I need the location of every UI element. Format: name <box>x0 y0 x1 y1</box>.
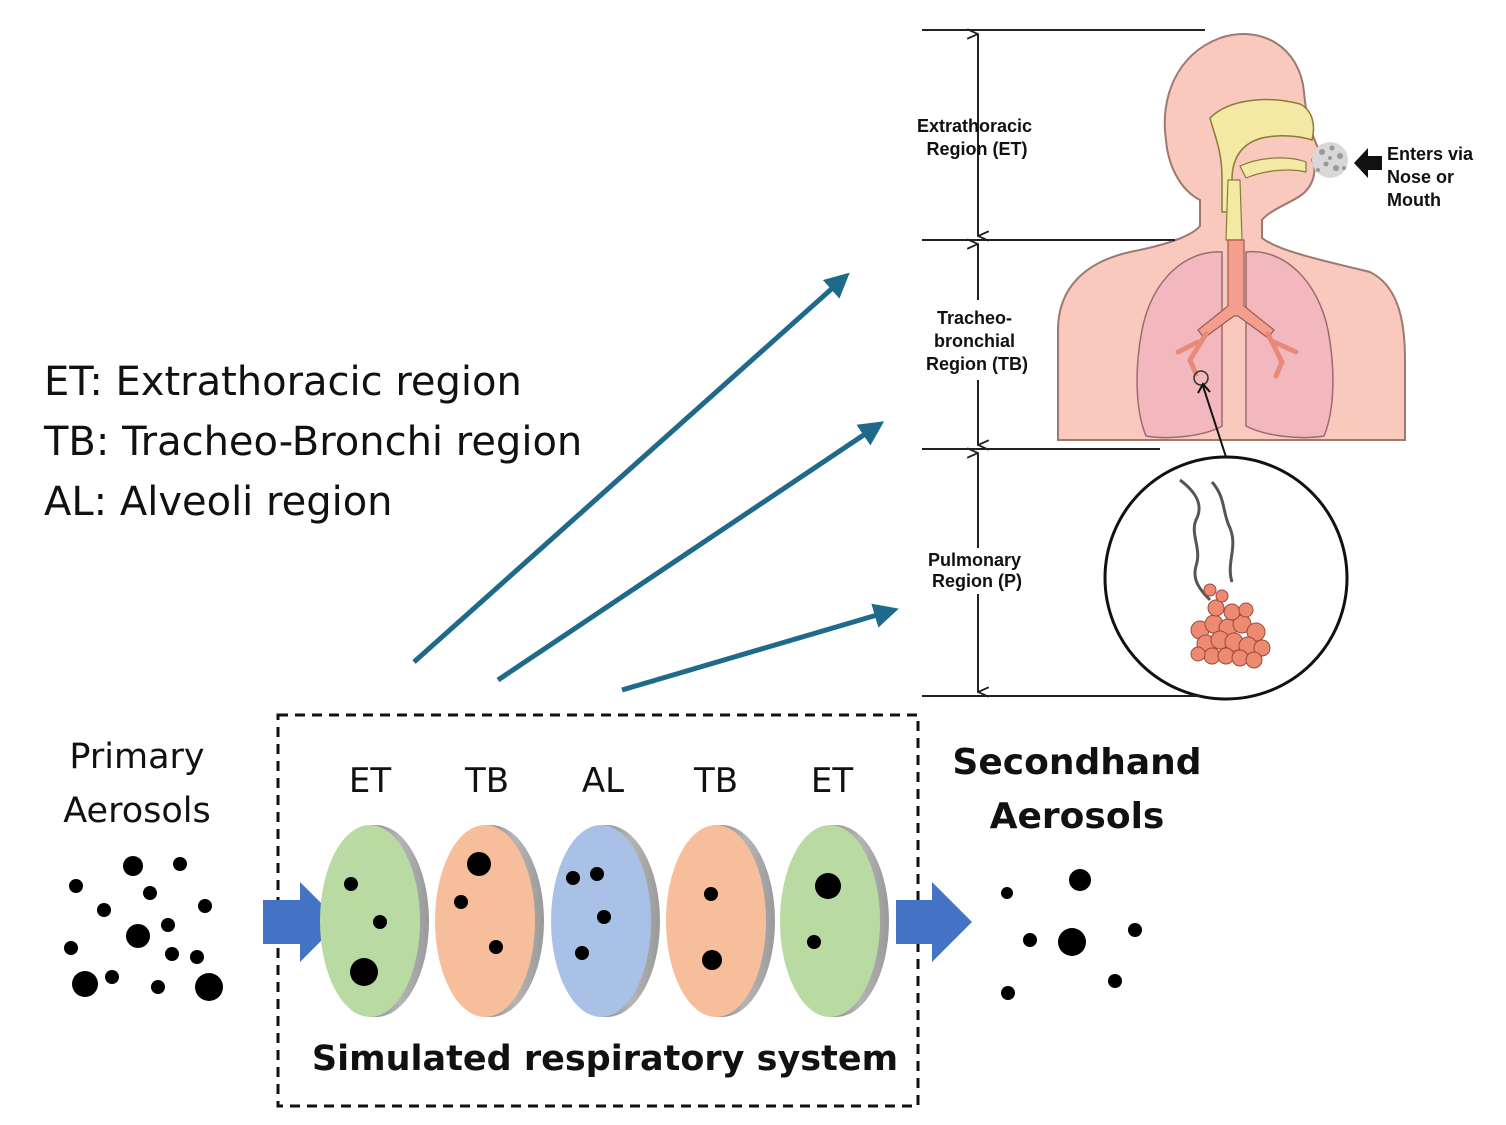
stage-face-et-2 <box>780 825 880 1017</box>
label-enters-3: Mouth <box>1387 190 1441 210</box>
stage-labels: ET TB AL TB ET <box>349 761 853 801</box>
stage-face-tb-2 <box>666 825 766 1017</box>
inlet-arrow <box>263 882 340 962</box>
label-tracheo-2: bronchial <box>934 331 1015 351</box>
trachea <box>1197 239 1275 339</box>
primary-label-1: Primary <box>69 737 204 777</box>
label-pulmonary-2: Region (P) <box>932 571 1022 591</box>
arrow-to-al <box>621 603 899 693</box>
pointer-arrows <box>412 272 899 693</box>
system-caption: Simulated respiratory system <box>312 1039 898 1079</box>
left-lung <box>1136 251 1223 439</box>
aerosol-cloud <box>1312 142 1348 178</box>
primary-particles <box>64 856 223 1001</box>
svg-text:Extrathoracic Region (ET: Extrathoracic Region (ET) <box>917 116 1037 159</box>
stage-particles <box>344 852 841 986</box>
alveolus-marker <box>1193 370 1209 386</box>
alveoli-cluster <box>1190 583 1271 669</box>
svg-text:Pulmonary Region (P): Pulmonary Region (P) <box>928 550 1026 591</box>
secondhand-particles <box>1001 869 1142 1000</box>
legend-et: ET: Extrathoracic region <box>44 359 522 405</box>
nasal-airway <box>1209 98 1315 213</box>
legend: ET: Extrathoracic region TB: Tracheo-Bro… <box>44 352 582 532</box>
enters-arrow <box>1354 148 1382 178</box>
secondhand-label-1: Secondhand <box>952 742 1201 783</box>
label-tracheo-3: Region (TB) <box>926 354 1028 374</box>
label-extrathoracic-2: Region (ET) <box>927 139 1028 159</box>
primary-label-2: Aerosols <box>63 791 211 831</box>
stage-label-3: AL <box>582 761 624 801</box>
label-extrathoracic-1: Extrathoracic <box>917 116 1032 136</box>
label-enters-1: Enters via <box>1387 144 1474 164</box>
stage-label-1: ET <box>349 761 391 801</box>
right-lung <box>1245 251 1334 439</box>
arrow-to-tb <box>496 421 885 683</box>
outlet-arrow <box>896 882 972 962</box>
stage-face-tb-1 <box>435 825 535 1017</box>
anatomy-illustration: Extrathoracic Region (ET) Tracheo- bronc… <box>917 30 1478 701</box>
stage-face-et-1 <box>320 825 420 1017</box>
svg-text:Enters via Nose or: Enters via Nose or Mouth <box>1387 144 1478 210</box>
stage-faces <box>320 825 880 1017</box>
legend-al: AL: Alveoli region <box>44 479 393 525</box>
label-pulmonary-1: Pulmonary <box>928 550 1021 570</box>
label-tracheo-1: Tracheo- <box>937 308 1012 328</box>
label-enters-2: Nose or <box>1387 167 1454 187</box>
stage-label-5: ET <box>811 761 853 801</box>
legend-tb: TB: Tracheo-Bronchi region <box>44 419 583 465</box>
svg-text:Tracheo- bronchial: Tracheo- bronchial Region (TB) <box>926 308 1028 374</box>
secondhand-label-2: Aerosols <box>990 796 1165 837</box>
arrow-to-et <box>412 272 850 664</box>
stage-label-2: TB <box>464 761 509 801</box>
stage-label-4: TB <box>693 761 738 801</box>
